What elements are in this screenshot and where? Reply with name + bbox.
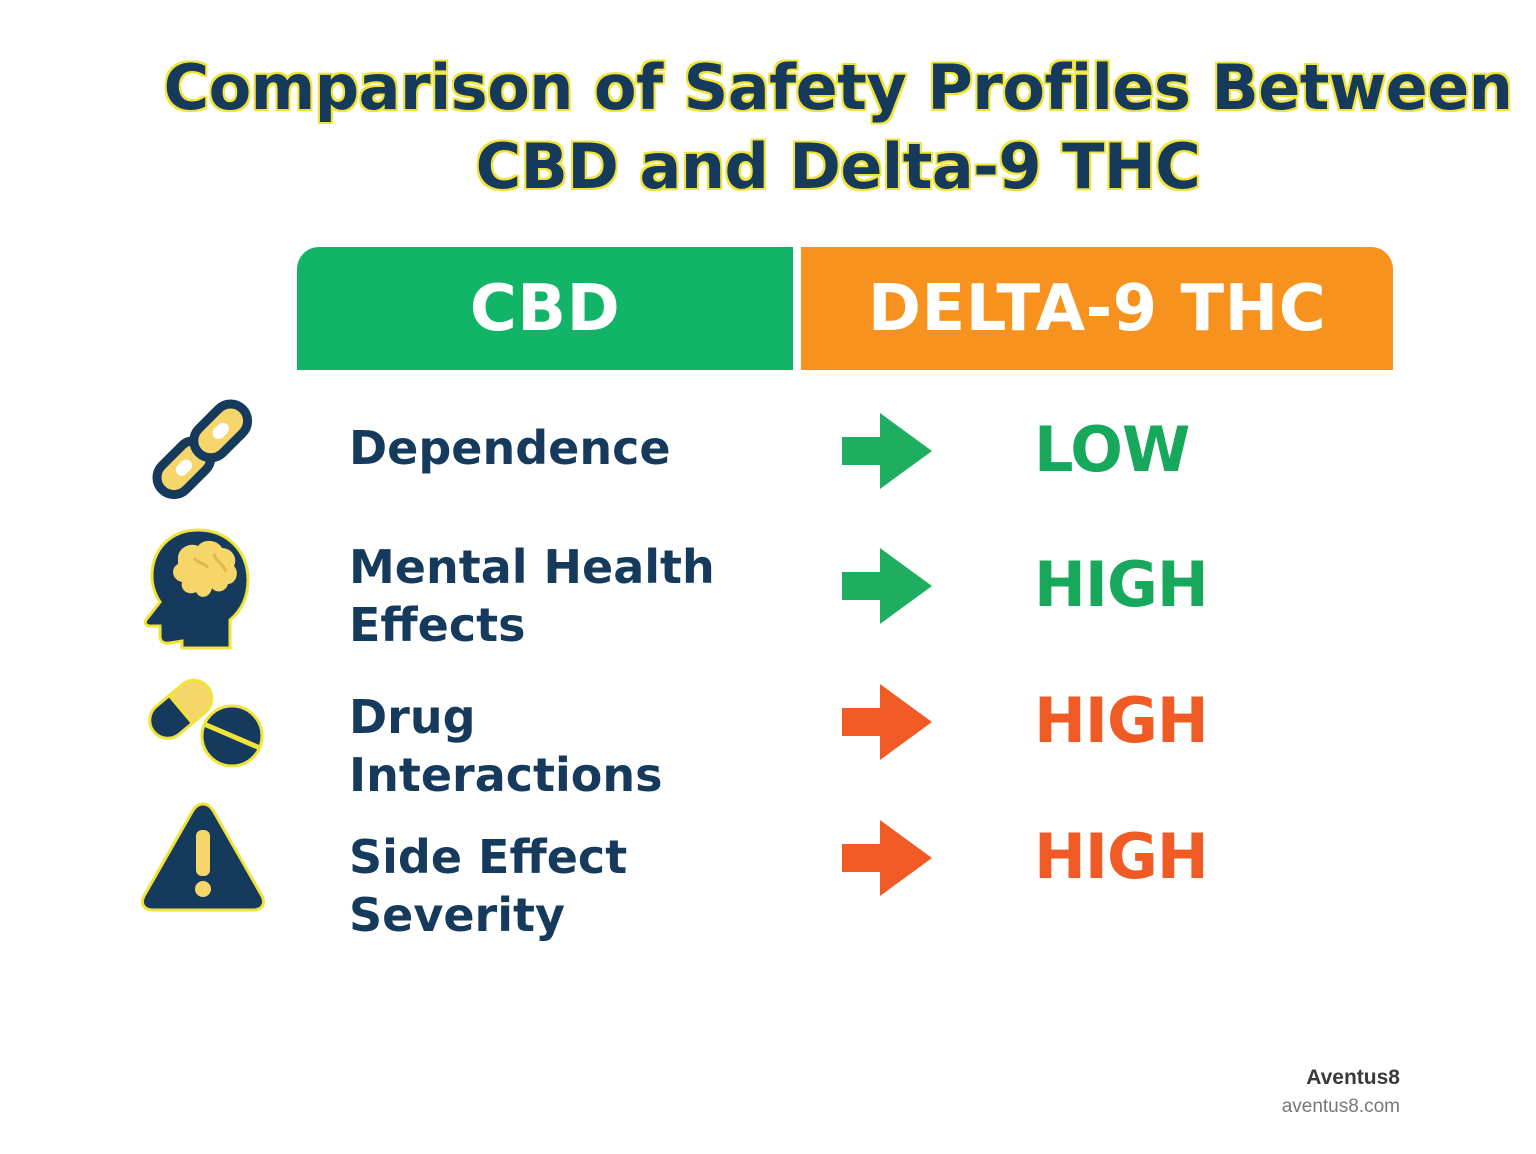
thc-column-header: DELTA-9 THC — [801, 247, 1393, 370]
row-label: Side Effect Severity — [349, 830, 628, 942]
arrow-right-icon — [840, 546, 934, 626]
cbd-header-label: CBD — [469, 271, 621, 346]
level-value: LOW — [1034, 413, 1190, 486]
title-line-2: CBD and Delta-9 THC — [475, 130, 1201, 204]
brand-name: Aventus8 — [1306, 1066, 1400, 1089]
cbd-column-header: CBD — [297, 247, 793, 370]
pills-icon — [138, 662, 268, 792]
thc-header-label: DELTA-9 THC — [867, 271, 1327, 346]
warning-icon — [138, 796, 268, 926]
row-label: Drug Interactions — [349, 690, 663, 802]
brand-url: aventus8.com — [1281, 1096, 1400, 1117]
arrow-right-icon — [840, 818, 934, 898]
chain-link-icon — [138, 385, 268, 515]
level-value: HIGH — [1034, 820, 1209, 893]
level-value: HIGH — [1034, 684, 1209, 757]
row-label: Dependence — [349, 421, 671, 475]
brand-footer: Aventus8 aventus8.com — [1282, 1064, 1400, 1122]
head-brain-icon — [138, 524, 268, 654]
arrow-right-icon — [840, 411, 934, 491]
level-value: HIGH — [1034, 548, 1209, 621]
page-title: Comparison of Safety Profiles Between CB… — [140, 48, 1536, 207]
row-label: Mental Health Effects — [349, 540, 715, 652]
title-line-1: Comparison of Safety Profiles Between — [163, 51, 1513, 124]
arrow-right-icon — [840, 682, 934, 762]
